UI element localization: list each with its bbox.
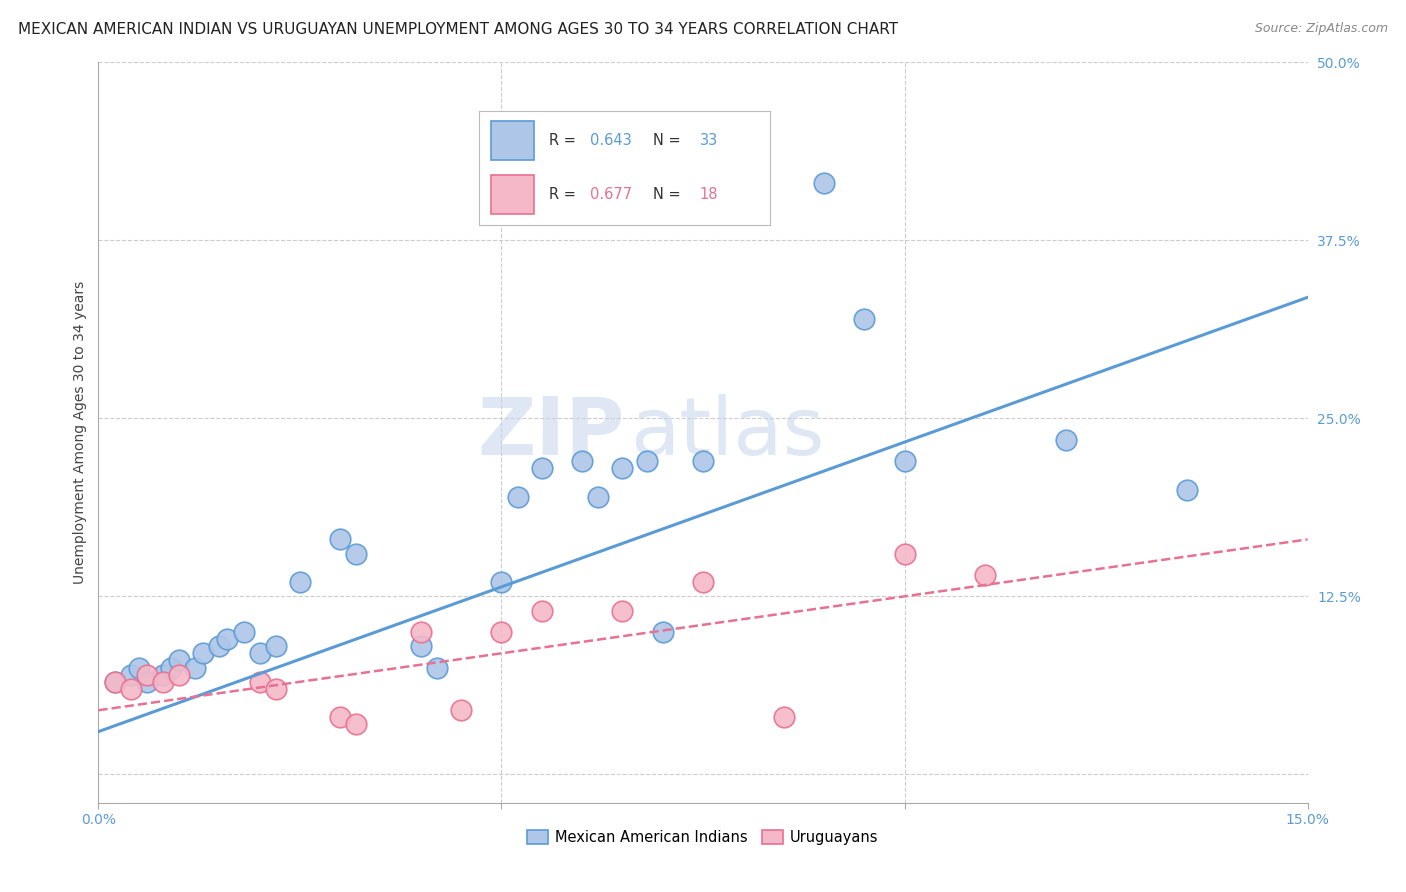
Legend: Mexican American Indians, Uruguayans: Mexican American Indians, Uruguayans	[522, 824, 884, 851]
Text: MEXICAN AMERICAN INDIAN VS URUGUAYAN UNEMPLOYMENT AMONG AGES 30 TO 34 YEARS CORR: MEXICAN AMERICAN INDIAN VS URUGUAYAN UNE…	[18, 22, 898, 37]
Point	[344, 717, 367, 731]
Point	[506, 490, 529, 504]
Point	[167, 653, 190, 667]
Point	[530, 604, 553, 618]
Point	[651, 624, 673, 639]
Point	[1175, 483, 1198, 497]
Text: atlas: atlas	[630, 393, 825, 472]
Point	[135, 674, 157, 689]
Point	[893, 547, 915, 561]
Point	[264, 639, 287, 653]
Point	[120, 667, 142, 681]
Point	[329, 533, 352, 547]
Point	[329, 710, 352, 724]
Point	[450, 703, 472, 717]
Point	[264, 681, 287, 696]
Point	[772, 710, 794, 724]
Point	[491, 575, 513, 590]
Point	[103, 674, 125, 689]
Point	[636, 454, 658, 468]
Point	[426, 660, 449, 674]
Point	[1054, 433, 1077, 447]
Point	[232, 624, 254, 639]
Point	[120, 681, 142, 696]
Text: Source: ZipAtlas.com: Source: ZipAtlas.com	[1254, 22, 1388, 36]
Point	[249, 674, 271, 689]
Point	[217, 632, 239, 646]
Point	[530, 461, 553, 475]
Point	[160, 660, 183, 674]
Point	[586, 490, 609, 504]
Text: ZIP: ZIP	[477, 393, 624, 472]
Point	[152, 674, 174, 689]
Point	[612, 604, 634, 618]
Point	[135, 667, 157, 681]
Point	[692, 575, 714, 590]
Point	[893, 454, 915, 468]
Point	[813, 177, 835, 191]
Point	[184, 660, 207, 674]
Point	[853, 311, 876, 326]
Point	[974, 568, 997, 582]
Point	[167, 667, 190, 681]
Point	[288, 575, 311, 590]
Point	[409, 639, 432, 653]
Point	[249, 646, 271, 660]
Point	[491, 624, 513, 639]
Point	[571, 454, 593, 468]
Point	[344, 547, 367, 561]
Point	[692, 454, 714, 468]
Point	[612, 461, 634, 475]
Point	[103, 674, 125, 689]
Point	[193, 646, 215, 660]
Point	[409, 624, 432, 639]
Y-axis label: Unemployment Among Ages 30 to 34 years: Unemployment Among Ages 30 to 34 years	[73, 281, 87, 584]
Point	[152, 667, 174, 681]
Point	[128, 660, 150, 674]
Point	[208, 639, 231, 653]
